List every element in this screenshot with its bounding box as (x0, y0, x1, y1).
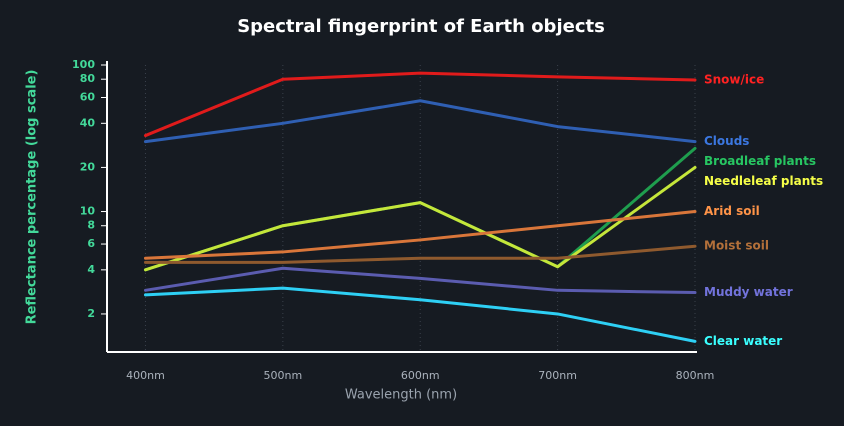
y-tick-label: 4 (87, 263, 95, 276)
series-label: Clouds (704, 134, 749, 148)
y-tick-label: 40 (80, 116, 96, 129)
series-label: Muddy water (704, 285, 793, 299)
x-tick-label: 800nm (676, 369, 715, 382)
y-tick-label: 60 (80, 91, 96, 104)
series-label: Needleleaf plants (704, 174, 823, 188)
series-line (143, 266, 697, 295)
x-axis-label: Wavelength (nm) (345, 388, 457, 403)
y-tick-label: 8 (87, 219, 95, 232)
y-tick-label: 6 (87, 237, 95, 250)
x-tick-label: 600nm (401, 369, 440, 382)
chart-title: Spectral fingerprint of Earth objects (237, 16, 605, 37)
series-label: Arid soil (704, 204, 760, 218)
series-line (143, 165, 697, 272)
x-tick-label: 700nm (538, 369, 577, 382)
series-line (143, 99, 697, 144)
series-label: Broadleaf plants (704, 154, 816, 168)
y-tick-label: 2 (87, 307, 95, 320)
series-label: Moist soil (704, 239, 769, 253)
y-tick-label: 20 (80, 160, 96, 173)
series-line (143, 71, 697, 138)
series-line (143, 244, 697, 264)
x-tick-label: 500nm (264, 369, 303, 382)
y-tick-label: 100 (72, 58, 95, 71)
series-label: Snow/ice (704, 73, 764, 87)
y-tick-label: 80 (80, 72, 96, 85)
y-tick-label: 10 (80, 205, 96, 218)
series-line (143, 286, 697, 343)
series-label: Clear water (704, 334, 782, 348)
y-axis-label: Reflectance percentage (log scale) (25, 70, 40, 325)
series-line (143, 210, 697, 260)
x-tick-label: 400nm (126, 369, 165, 382)
